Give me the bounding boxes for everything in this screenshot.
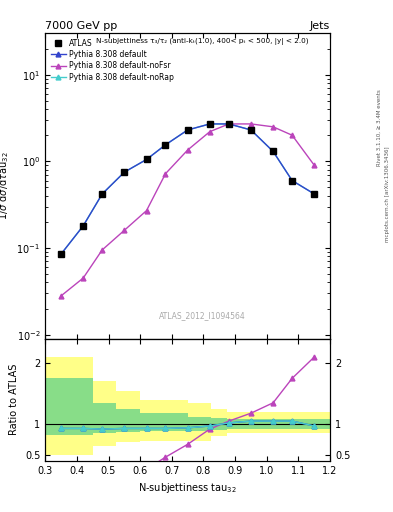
Pythia 8.308 default: [249, 127, 253, 133]
ATLAS: [290, 178, 294, 184]
Bar: [140, 400, 164, 441]
Pythia 8.308 default-noFsr: [81, 275, 86, 281]
Bar: [275, 419, 298, 429]
Bar: [227, 412, 243, 433]
Bar: [227, 419, 243, 429]
ATLAS: [144, 156, 149, 162]
Bar: [116, 409, 140, 432]
Text: Rivet 3.1.10, ≥ 3.4M events: Rivet 3.1.10, ≥ 3.4M events: [377, 90, 382, 166]
Pythia 8.308 default-noFsr: [290, 132, 294, 138]
Pythia 8.308 default-noRap: [59, 251, 63, 257]
ATLAS: [100, 191, 105, 197]
Pythia 8.308 default-noFsr: [312, 162, 317, 168]
Pythia 8.308 default: [122, 169, 127, 175]
Pythia 8.308 default: [226, 121, 231, 127]
ATLAS: [271, 148, 275, 155]
Pythia 8.308 default-noFsr: [226, 121, 231, 127]
Pythia 8.308 default: [59, 251, 63, 257]
Bar: [298, 412, 330, 433]
Text: ATLAS_2012_I1094564: ATLAS_2012_I1094564: [158, 311, 245, 321]
Pythia 8.308 default-noRap: [208, 121, 212, 127]
Pythia 8.308 default-noRap: [122, 169, 127, 175]
ATLAS: [226, 121, 231, 127]
Pythia 8.308 default: [100, 191, 105, 197]
Bar: [259, 419, 275, 429]
Pythia 8.308 default-noRap: [249, 127, 253, 133]
Pythia 8.308 default-noFsr: [208, 129, 212, 135]
ATLAS: [312, 191, 317, 197]
Pythia 8.308 default-noFsr: [122, 227, 127, 233]
Bar: [69, 357, 93, 455]
Pythia 8.308 default-noRap: [100, 191, 105, 197]
X-axis label: N-subjettiness tau$_{32}$: N-subjettiness tau$_{32}$: [138, 481, 237, 495]
Pythia 8.308 default-noRap: [185, 127, 190, 133]
Pythia 8.308 default: [185, 127, 190, 133]
Line: Pythia 8.308 default-noFsr: Pythia 8.308 default-noFsr: [59, 121, 317, 298]
Bar: [275, 412, 298, 433]
Line: ATLAS: ATLAS: [58, 121, 318, 257]
Text: N-subjettiness τ₃/τ₂ (anti-kₜ(1.0), 400< pₜ < 500, |y| < 2.0): N-subjettiness τ₃/τ₂ (anti-kₜ(1.0), 400<…: [97, 38, 309, 45]
Bar: [211, 409, 227, 436]
ATLAS: [59, 251, 63, 257]
Bar: [140, 413, 164, 432]
Pythia 8.308 default-noRap: [226, 121, 231, 127]
Bar: [45, 378, 69, 435]
Pythia 8.308 default-noFsr: [271, 124, 275, 130]
Bar: [164, 400, 188, 441]
Bar: [298, 419, 330, 429]
Bar: [188, 403, 211, 441]
Pythia 8.308 default-noFsr: [163, 170, 168, 177]
Y-axis label: 1/$\sigma$ d$\sigma$/d$\tau$au$_{32}$: 1/$\sigma$ d$\sigma$/d$\tau$au$_{32}$: [0, 152, 11, 220]
Text: mcplots.cern.ch [arXiv:1306.3436]: mcplots.cern.ch [arXiv:1306.3436]: [385, 147, 389, 242]
Bar: [45, 357, 69, 455]
Pythia 8.308 default-noFsr: [249, 121, 253, 127]
Pythia 8.308 default-noFsr: [144, 207, 149, 214]
Bar: [93, 381, 116, 445]
ATLAS: [208, 121, 212, 127]
Pythia 8.308 default-noRap: [271, 148, 275, 155]
Bar: [259, 412, 275, 433]
ATLAS: [249, 127, 253, 133]
Bar: [211, 418, 227, 430]
Pythia 8.308 default: [290, 178, 294, 184]
Pythia 8.308 default: [81, 223, 86, 229]
Pythia 8.308 default: [163, 142, 168, 148]
Pythia 8.308 default: [271, 148, 275, 155]
Text: 7000 GeV pp: 7000 GeV pp: [45, 20, 118, 31]
Bar: [93, 403, 116, 433]
Bar: [243, 412, 259, 433]
Y-axis label: Ratio to ATLAS: Ratio to ATLAS: [9, 364, 19, 435]
Pythia 8.308 default-noRap: [312, 191, 317, 197]
Pythia 8.308 default-noRap: [163, 142, 168, 148]
ATLAS: [81, 223, 86, 229]
Pythia 8.308 default: [144, 156, 149, 162]
Pythia 8.308 default-noFsr: [185, 147, 190, 153]
Line: Pythia 8.308 default: Pythia 8.308 default: [59, 121, 317, 257]
Pythia 8.308 default: [208, 121, 212, 127]
Pythia 8.308 default-noFsr: [59, 293, 63, 299]
Pythia 8.308 default-noRap: [290, 178, 294, 184]
Pythia 8.308 default-noRap: [81, 223, 86, 229]
ATLAS: [185, 127, 190, 133]
Bar: [164, 413, 188, 432]
Bar: [116, 391, 140, 442]
Bar: [188, 417, 211, 432]
Text: Jets: Jets: [310, 20, 330, 31]
Pythia 8.308 default-noFsr: [100, 247, 105, 253]
ATLAS: [163, 142, 168, 148]
Bar: [243, 419, 259, 429]
Pythia 8.308 default-noRap: [144, 156, 149, 162]
Line: Pythia 8.308 default-noRap: Pythia 8.308 default-noRap: [59, 121, 317, 257]
Bar: [69, 378, 93, 435]
ATLAS: [122, 169, 127, 175]
Legend: ATLAS, Pythia 8.308 default, Pythia 8.308 default-noFsr, Pythia 8.308 default-no: ATLAS, Pythia 8.308 default, Pythia 8.30…: [49, 37, 175, 83]
Pythia 8.308 default: [312, 191, 317, 197]
